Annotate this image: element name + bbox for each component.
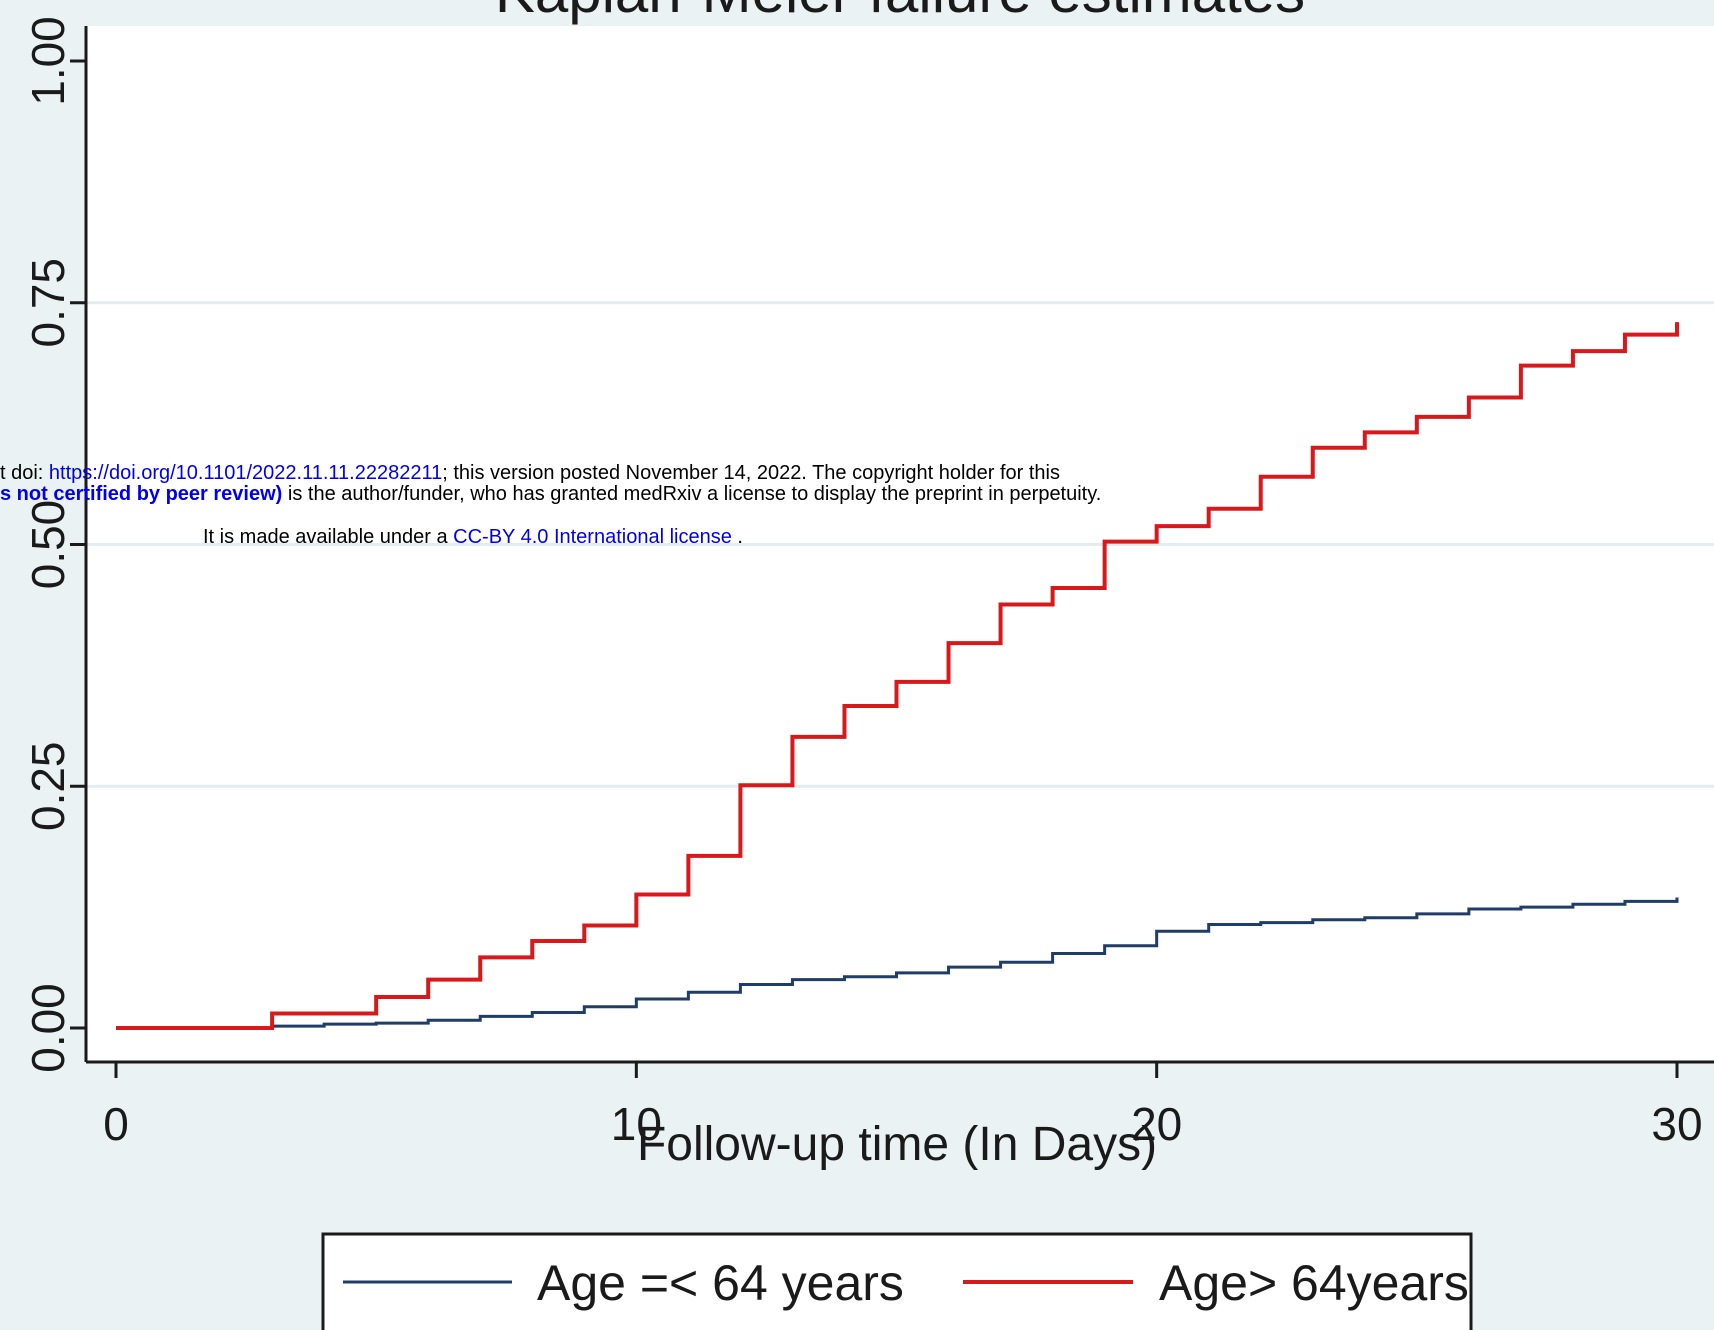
preprint-notice-line-1: t doi: https://doi.org/10.1101/2022.11.1… [0, 462, 1060, 485]
y-tick-label-3: 0.75 [22, 258, 74, 348]
notice-doi-prefix: t doi: [0, 462, 49, 484]
y-tick-label-0: 0.00 [22, 983, 74, 1073]
x-tick-label-2: 20 [1131, 1098, 1182, 1150]
series-layer [116, 322, 1679, 1030]
preprint-notice-line-2: s not certified by peer review) is the a… [0, 483, 1101, 506]
x-tick-label-1: 10 [611, 1098, 662, 1150]
y-tick-label-2: 0.50 [22, 500, 74, 590]
y-tick-label-1: 0.25 [22, 741, 74, 831]
series-line-1 [116, 322, 1679, 1030]
chart-title: Kaplan-Meier failure estimates [495, 0, 1305, 25]
notice-license-text: is the author/funder, who has granted me… [282, 483, 1102, 505]
notice-available-prefix: It is made available under a [203, 526, 454, 548]
legend-label-series-0: Age =< 64 years [537, 1255, 904, 1311]
preprint-notice-line-3: It is made available under a CC-BY 4.0 I… [203, 526, 743, 549]
notice-available-suffix: . [731, 526, 743, 548]
license-link[interactable]: CC-BY 4.0 International license [453, 526, 732, 548]
notice-peer-review: s not certified by peer review) [0, 483, 283, 505]
axis-ticks: 0.00 0.25 0.50 0.75 1.00 0 10 20 30 [22, 16, 1703, 1150]
legend-box [321, 1232, 1473, 1330]
doi-link[interactable]: https://doi.org/10.1101/2022.11.11.22282… [48, 462, 443, 484]
grid-lines [86, 301, 1714, 788]
x-tick-label-3: 30 [1651, 1098, 1702, 1150]
legend-label-series-1: Age> 64years [1159, 1255, 1469, 1311]
x-axis-title: Follow-up time (In Days) [637, 1118, 1157, 1171]
series-line-0 [116, 897, 1679, 1030]
x-tick-label-0: 0 [103, 1098, 129, 1150]
notice-doi-suffix: ; this version posted November 14, 2022.… [442, 462, 1060, 484]
y-tick-label-4: 1.00 [22, 16, 74, 106]
